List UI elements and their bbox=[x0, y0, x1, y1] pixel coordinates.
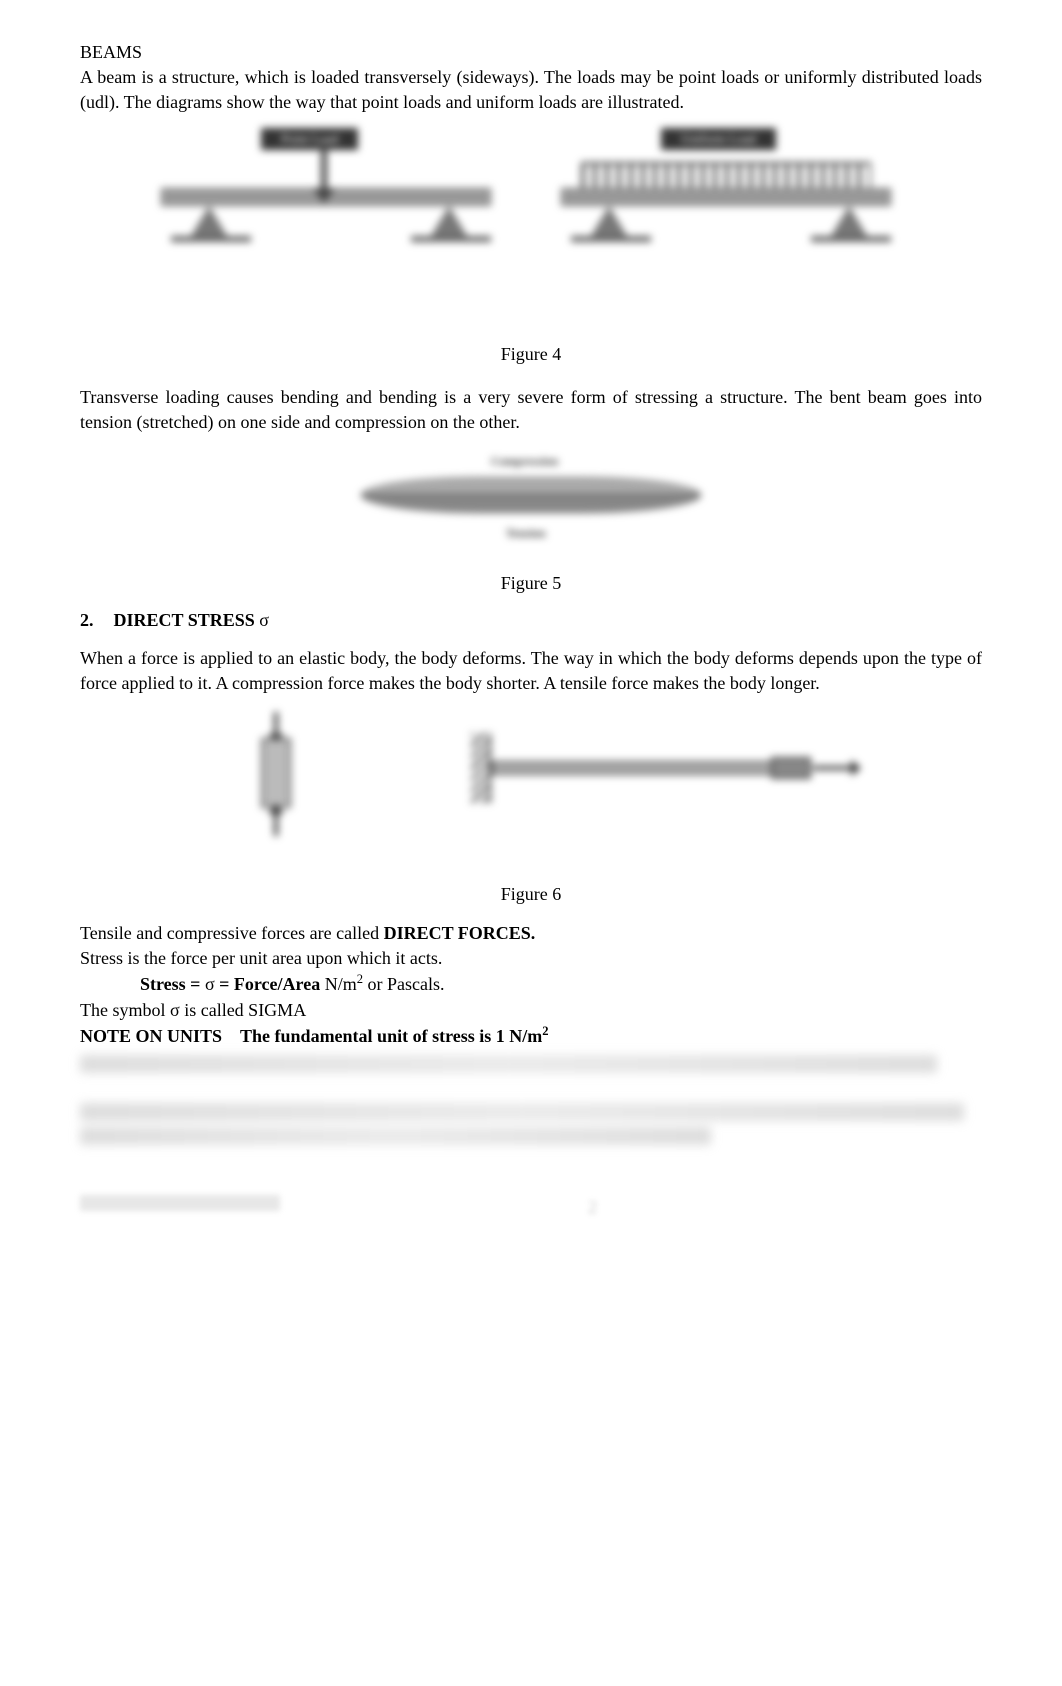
fig6b-bar bbox=[491, 761, 811, 775]
sigma-a: The symbol bbox=[80, 1000, 170, 1020]
footer-left bbox=[80, 1195, 280, 1211]
fig4-support-l2 bbox=[431, 206, 467, 236]
fig6b-bar-end bbox=[771, 757, 811, 779]
figure-4-image: Point Load Uniform Load bbox=[141, 128, 921, 338]
stress-sigma: σ bbox=[205, 974, 215, 994]
fig4-support-r1 bbox=[591, 206, 627, 236]
para-transverse: Transverse loading causes bending and be… bbox=[80, 385, 982, 435]
para4b: DIRECT FORCES. bbox=[384, 923, 536, 943]
fig4-label-left: Point Load bbox=[261, 128, 358, 150]
section-2-header: 2. DIRECT STRESS σ bbox=[80, 608, 982, 633]
fig6b-arrow bbox=[813, 766, 853, 770]
stress-units: N/m bbox=[320, 974, 357, 994]
fig5-beam-bottom bbox=[361, 495, 701, 513]
fig4-base-l1 bbox=[171, 236, 251, 242]
fig4-support-r2 bbox=[831, 206, 867, 236]
figure-4-caption: Figure 4 bbox=[80, 342, 982, 367]
sigma-b: is called SIGMA bbox=[180, 1000, 306, 1020]
fig4-base-r2 bbox=[811, 236, 891, 242]
para-elastic: When a force is applied to an elastic bo… bbox=[80, 646, 982, 696]
fig6a-arrow-bottom bbox=[274, 812, 278, 836]
figure-5-caption: Figure 5 bbox=[80, 571, 982, 596]
section-2-title: DIRECT STRESS σ bbox=[114, 608, 269, 633]
footer-region: 2 bbox=[80, 1195, 982, 1211]
para-direct-forces: Tensile and compressive forces are calle… bbox=[80, 921, 982, 946]
fig5-beam-top bbox=[361, 477, 701, 495]
sigma-line: The symbol σ is called SIGMA bbox=[80, 998, 982, 1023]
fig4-beam-right bbox=[561, 188, 891, 206]
figure-5-container: Compression Tension Figure 5 bbox=[80, 447, 982, 596]
para-stress-def: Stress is the force per unit area upon w… bbox=[80, 946, 982, 971]
figure-5-image: Compression Tension bbox=[321, 447, 741, 567]
fig4-base-l2 bbox=[411, 236, 491, 242]
figure-6a-image bbox=[201, 708, 381, 858]
section-2-num: 2. bbox=[80, 608, 94, 633]
page-title: BEAMS bbox=[80, 40, 982, 65]
blurred-region bbox=[80, 1055, 982, 1145]
stress-formula: Stress = σ = Force/Area N/m2 or Pascals. bbox=[140, 971, 982, 997]
para-intro: A beam is a structure, which is loaded t… bbox=[80, 65, 982, 115]
fig6b-wall bbox=[471, 733, 491, 803]
note-gap bbox=[222, 1026, 240, 1046]
section-2-title-text: DIRECT STRESS bbox=[114, 610, 260, 630]
fig5-label-tension: Tension bbox=[506, 525, 546, 542]
figure-6b-image bbox=[461, 723, 861, 843]
note-b: The fundamental unit of stress is 1 N/m bbox=[240, 1026, 542, 1046]
footer-page-num: 2 bbox=[588, 1195, 604, 1211]
figure-6-container: Figure 6 bbox=[80, 708, 982, 907]
fig4-support-l1 bbox=[191, 206, 227, 236]
fig6a-arrow-top bbox=[274, 712, 278, 736]
figure-4-container: Point Load Uniform Load Figure 4 bbox=[80, 128, 982, 367]
stress-eq: = Force/Area bbox=[215, 974, 321, 994]
sigma-sym: σ bbox=[170, 1000, 180, 1020]
stress-label: Stress = bbox=[140, 974, 205, 994]
stress-tail: or Pascals. bbox=[363, 974, 444, 994]
figure-6-caption: Figure 6 bbox=[80, 882, 982, 907]
note-a: NOTE ON UNITS bbox=[80, 1026, 222, 1046]
sigma-symbol: σ bbox=[259, 610, 269, 630]
fig4-udl bbox=[581, 162, 871, 188]
fig5-label-compression: Compression bbox=[491, 453, 558, 470]
fig4-base-r1 bbox=[571, 236, 651, 242]
note-line: NOTE ON UNITS The fundamental unit of st… bbox=[80, 1023, 982, 1049]
fig6a-block bbox=[261, 738, 291, 808]
fig4-label-right: Uniform Load bbox=[661, 128, 776, 150]
note-sup: 2 bbox=[542, 1024, 548, 1038]
para4a: Tensile and compressive forces are calle… bbox=[80, 923, 384, 943]
fig4-point-load-arrow bbox=[321, 143, 327, 193]
